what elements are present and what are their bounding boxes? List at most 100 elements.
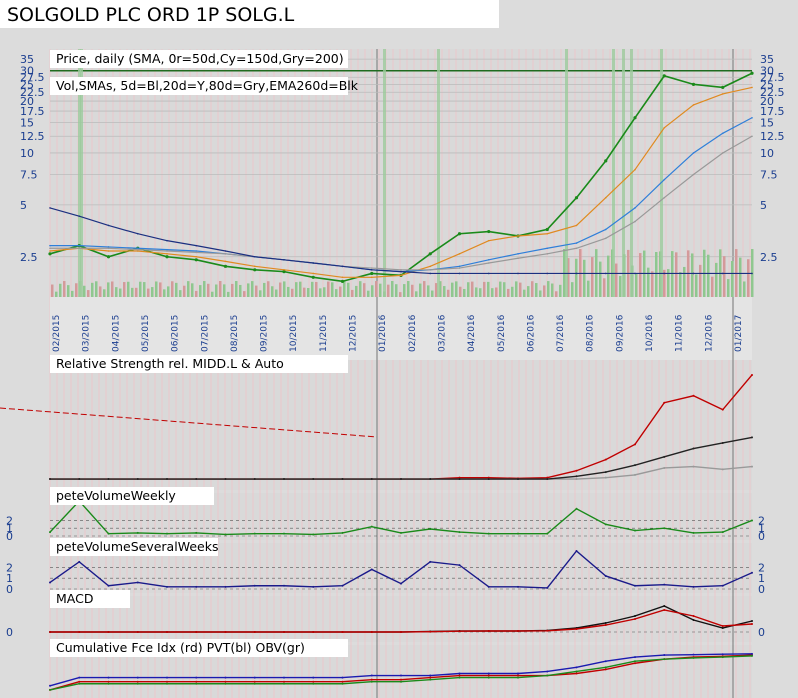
- price-tick-label-left: 12.5: [20, 130, 45, 143]
- volume-bar: [351, 289, 354, 297]
- volume-bar: [443, 286, 446, 297]
- volume-bar: [427, 285, 430, 297]
- indicator-point: [458, 478, 461, 481]
- volume-bar: [119, 288, 122, 297]
- price-point: [634, 220, 636, 223]
- indicator-point: [604, 471, 607, 474]
- indicator-tick-right: 2: [758, 561, 765, 574]
- volume-bar: [487, 281, 490, 297]
- chart-title: SOLGOLD PLC ORD 1P SOLG.L: [0, 0, 499, 28]
- price-point: [429, 272, 432, 275]
- volume-bar: [219, 281, 222, 297]
- volume-bar: [407, 281, 410, 297]
- indicator-point: [721, 531, 724, 534]
- volume-bar: [355, 285, 358, 297]
- indicator-point: [575, 507, 578, 510]
- indicator-point: [692, 656, 695, 659]
- indicator-point: [517, 532, 519, 535]
- indicator-point: [224, 533, 227, 536]
- volume-bar: [527, 286, 530, 297]
- volume-bar: [371, 285, 374, 297]
- indicator-point: [663, 658, 666, 661]
- price-point: [136, 248, 139, 251]
- volume-bar: [439, 281, 442, 297]
- date-tick-label: 07/2016: [556, 314, 566, 352]
- price-point: [662, 74, 666, 78]
- indicator-point: [604, 622, 607, 624]
- price-point: [195, 250, 198, 252]
- price-point: [312, 262, 315, 264]
- price-point: [370, 276, 373, 279]
- price-point: [517, 235, 519, 237]
- price-point: [663, 196, 666, 199]
- volume-bar: [523, 289, 526, 297]
- volume-bar: [515, 281, 518, 297]
- volume-bar: [287, 286, 290, 297]
- price-point: [721, 152, 724, 154]
- date-tick-label: 02/2015: [52, 315, 62, 352]
- indicator-point: [107, 680, 110, 683]
- indicator-point: [751, 436, 753, 439]
- volume-bar: [279, 282, 282, 297]
- indicator-point: [634, 656, 636, 659]
- price-point: [400, 274, 402, 277]
- date-tick-label: 09/2015: [260, 315, 270, 352]
- indicator-point: [458, 674, 461, 677]
- volume-bar: [739, 257, 742, 297]
- price-tick-label-left: 15: [20, 117, 34, 130]
- volume-spike: [383, 49, 386, 297]
- price-point: [721, 85, 725, 90]
- volume-bar: [147, 288, 150, 297]
- indicator-point: [575, 670, 578, 673]
- price-point: [78, 247, 81, 250]
- price-point: [634, 207, 636, 209]
- volume-bar: [291, 288, 294, 297]
- indicator-point: [634, 615, 636, 617]
- price-point: [224, 250, 227, 252]
- indicator-point: [224, 631, 227, 633]
- volume-bar: [263, 282, 266, 297]
- price-tick-label-left: 22.5: [20, 86, 45, 99]
- volume-bar: [155, 281, 158, 297]
- panel-title-bg: [50, 355, 348, 373]
- volume-bar: [135, 287, 138, 297]
- volume-bar: [747, 259, 750, 297]
- price-point: [751, 116, 753, 119]
- volume-bar: [107, 282, 110, 297]
- price-point: [107, 246, 110, 248]
- indicator-point: [487, 585, 490, 588]
- indicator-point: [721, 656, 724, 659]
- price-point: [692, 173, 695, 176]
- price-point: [429, 269, 432, 271]
- volume-bar: [231, 283, 234, 297]
- price-point: [546, 232, 549, 235]
- indicator-point: [195, 631, 198, 633]
- volume-bar: [151, 287, 154, 297]
- price-point: [604, 196, 607, 199]
- indicator-point: [283, 532, 285, 535]
- indicator-point: [692, 465, 695, 468]
- price-point: [283, 259, 285, 261]
- volume-bar: [511, 286, 514, 297]
- price-point: [49, 247, 51, 250]
- volume-bar: [191, 283, 194, 297]
- price-point: [721, 93, 724, 95]
- volume-bar: [363, 283, 366, 297]
- indicator-point: [575, 666, 578, 669]
- price-point: [750, 71, 754, 75]
- price-point: [663, 178, 666, 181]
- indicator-point: [166, 676, 168, 679]
- indicator-point: [312, 533, 315, 536]
- indicator-point: [341, 680, 344, 683]
- indicator-point: [166, 532, 168, 535]
- indicator-point: [312, 478, 315, 481]
- price-point: [692, 104, 695, 106]
- price-point: [49, 207, 51, 209]
- panel-subtitle-bg: [50, 77, 348, 95]
- indicator-point: [370, 678, 373, 681]
- price-point: [458, 267, 461, 269]
- price-point: [166, 253, 168, 255]
- indicator-point: [400, 631, 402, 633]
- volume-bar: [283, 281, 286, 297]
